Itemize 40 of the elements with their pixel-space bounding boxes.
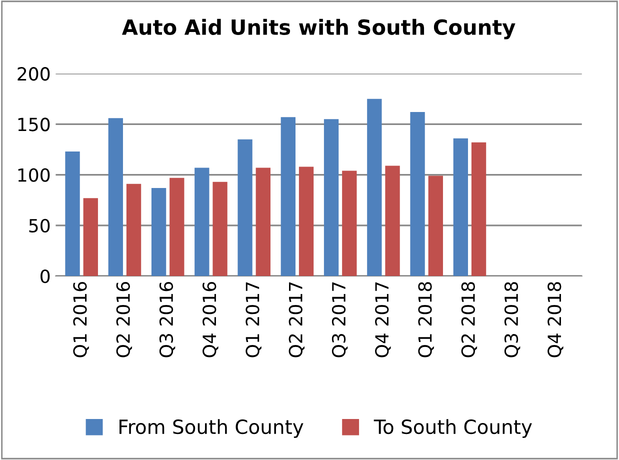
bar — [194, 168, 210, 276]
x-tick-label: Q1 2018 — [418, 282, 434, 358]
bar — [65, 152, 80, 276]
bar — [238, 139, 252, 276]
y-tick-label: 200 — [18, 67, 50, 81]
bar — [428, 176, 443, 276]
x-tick-label: Q2 2017 — [288, 282, 305, 358]
bar — [324, 119, 339, 276]
x-tick-label: Q3 2018 — [504, 282, 520, 358]
chart-title: Auto Aid Units with South County — [122, 18, 516, 40]
bar — [410, 112, 425, 276]
legend-label: From South County — [120, 419, 304, 438]
x-tick-label: Q3 2017 — [332, 282, 348, 358]
x-tick-label: Q2 2018 — [461, 282, 478, 358]
x-tick-label: Q4 2016 — [202, 282, 218, 358]
bar — [298, 166, 314, 276]
bar — [280, 117, 296, 276]
x-tick-label: Q3 2016 — [159, 282, 176, 358]
x-tick-label: Q1 2017 — [246, 282, 262, 358]
y-tick-label: 100 — [18, 168, 50, 182]
bar — [342, 170, 357, 276]
x-tick-label: Q4 2018 — [548, 282, 564, 358]
bar — [385, 166, 400, 276]
legend-label: To South County — [374, 419, 532, 438]
y-tick-label: 50 — [29, 218, 50, 233]
x-tick-label: Q4 2017 — [375, 282, 391, 358]
bar — [453, 138, 468, 276]
bar — [256, 168, 270, 276]
bar — [83, 198, 98, 276]
bar — [170, 178, 184, 276]
x-tick-label: Q1 2016 — [73, 282, 89, 358]
y-tick-label: 0 — [40, 269, 50, 284]
bar — [471, 142, 486, 276]
bar — [108, 118, 123, 276]
bar — [126, 184, 142, 276]
bar — [367, 98, 382, 276]
y-tick-label: 150 — [18, 118, 50, 132]
x-tick-label: Q2 2016 — [116, 282, 132, 358]
bar — [151, 188, 166, 276]
bar — [212, 182, 228, 276]
